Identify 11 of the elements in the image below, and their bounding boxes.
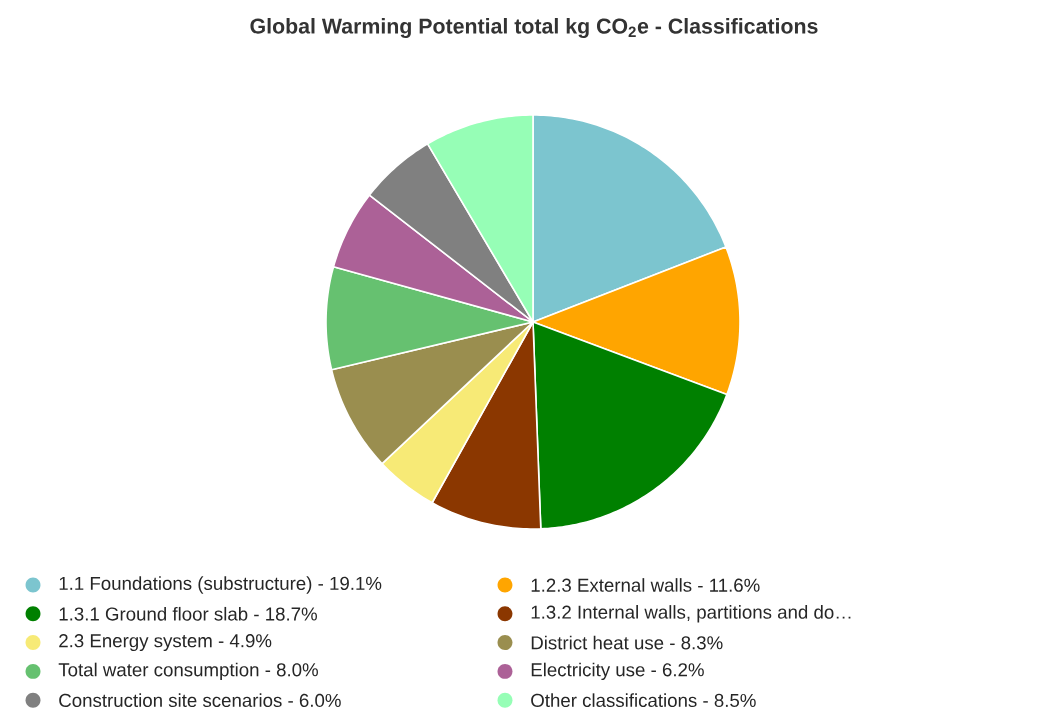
legend-label: 1.1 Foundations (substructure) - 19.1% [59,576,382,594]
legend-label: Construction site scenarios - 6.0% [59,693,341,708]
legend-label: Total water consumption - 8.0% [58,662,318,681]
chart-title: Global Warming Potential total kg CO$_{2}$e - Classifications [250,18,818,38]
legend-label: 1.2.3 External walls - 11.6% [531,578,760,592]
legend-label: 1.3.2 Internal walls, partitions and do… [531,605,851,623]
legend-label: 2.3 Energy system - 4.9% [59,634,272,652]
legend-label: Electricity use - 6.2% [531,662,704,681]
legend-label: 1.3.1 Ground floor slab - 18.7% [59,606,317,621]
legend-label: District heat use - 8.3% [531,635,723,650]
legend-label: Other classifications - 8.5% [531,693,756,708]
